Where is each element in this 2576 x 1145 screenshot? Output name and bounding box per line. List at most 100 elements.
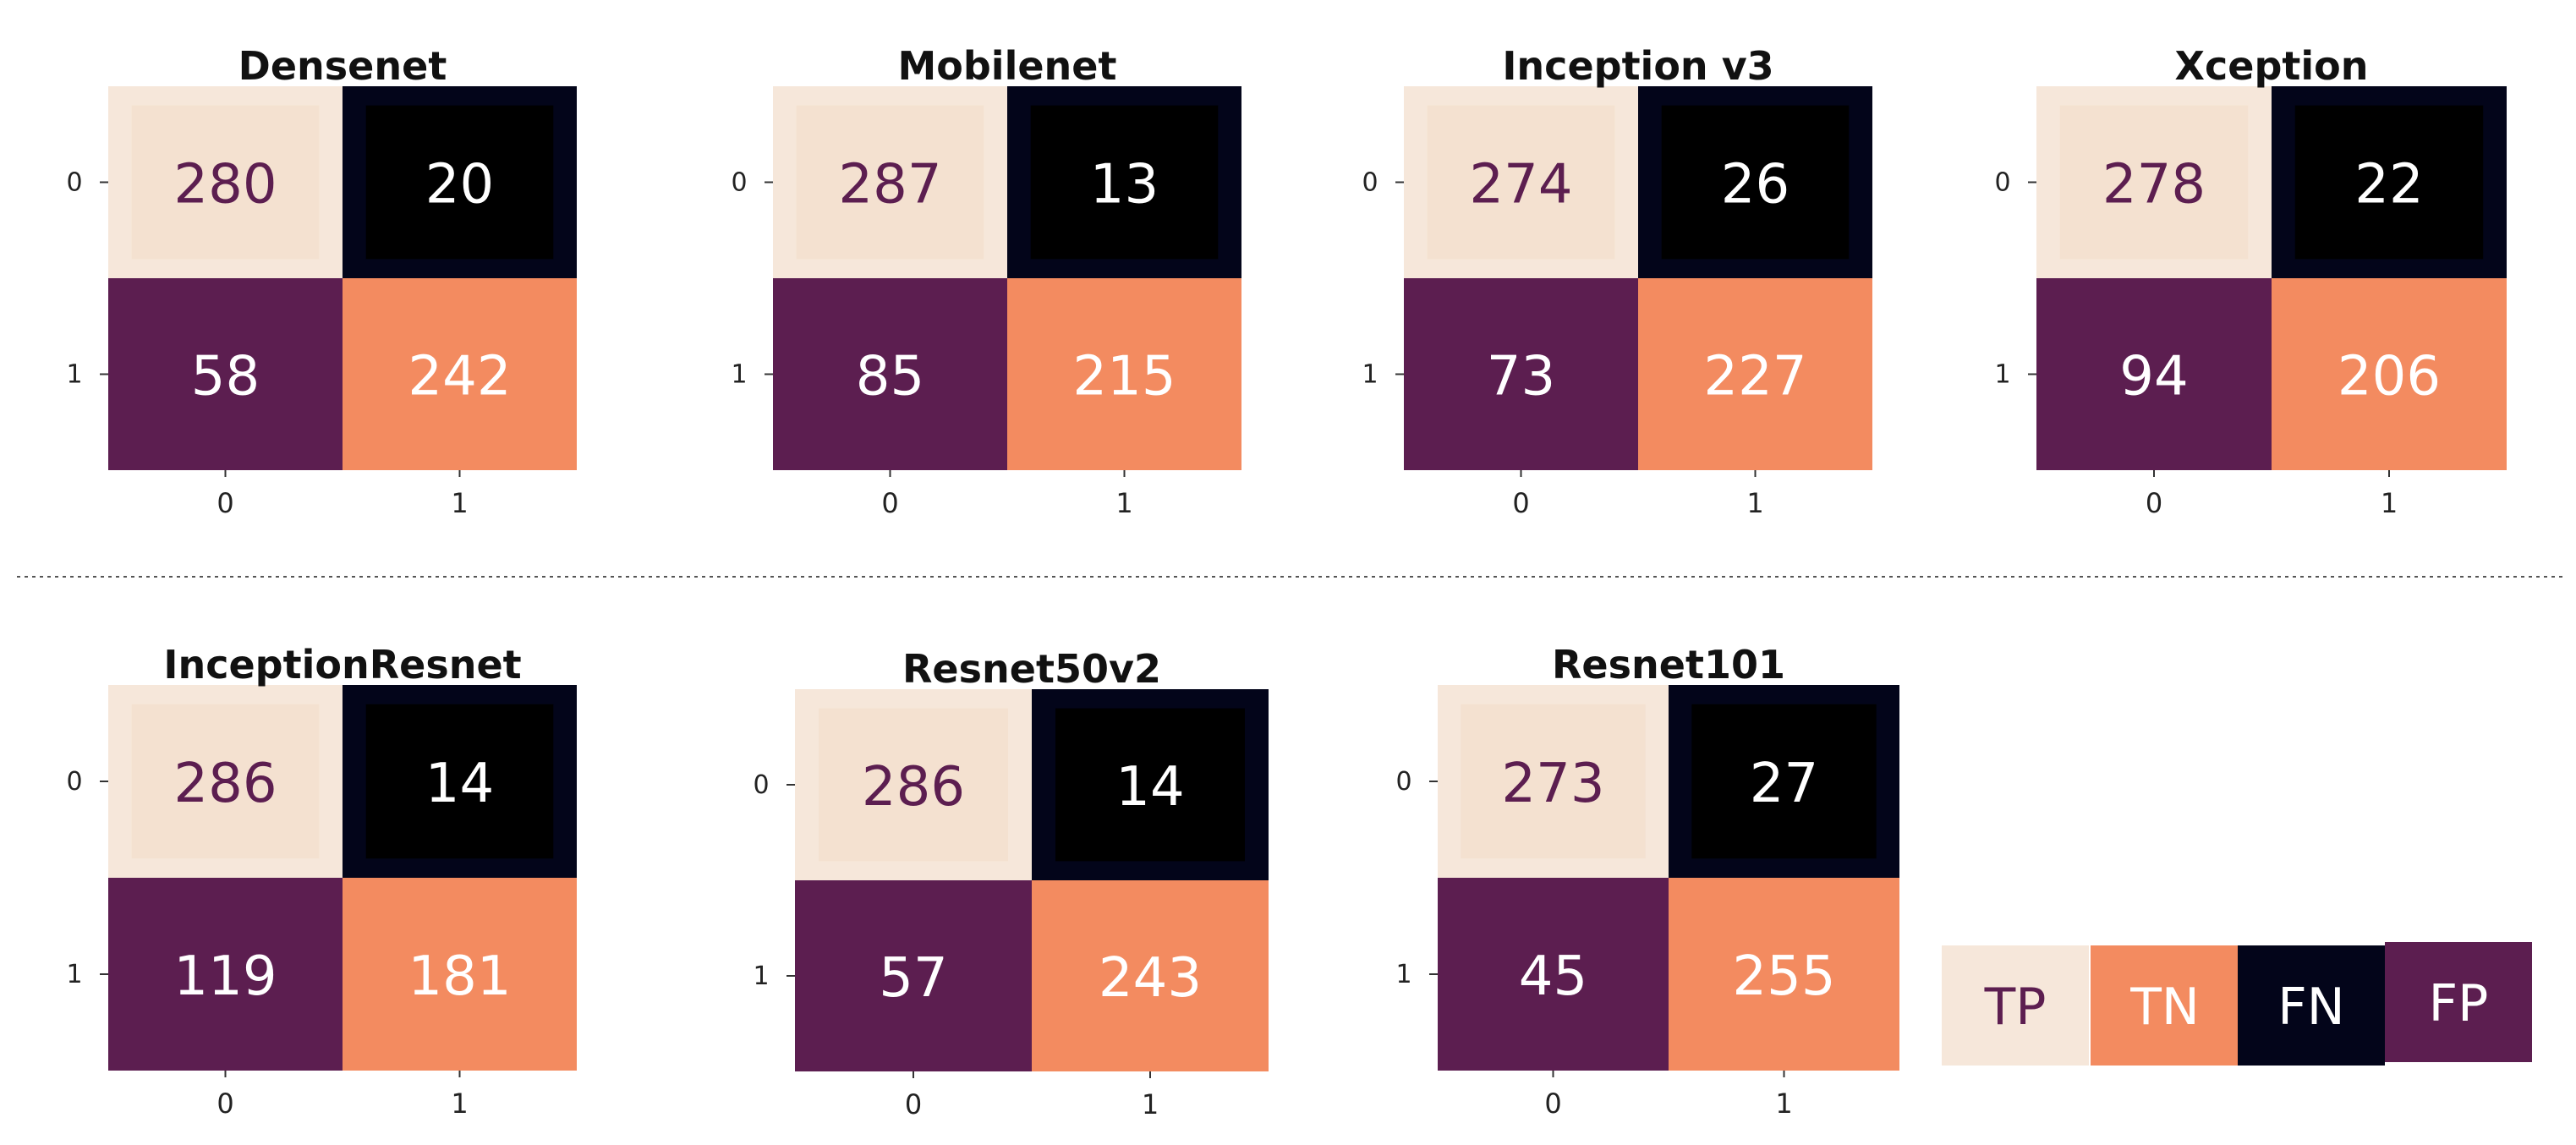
- value-label: 94: [2119, 346, 2188, 408]
- y-tick-label: 1: [66, 960, 82, 989]
- charts-layer: 280 20 58 242 Densenet 0 1 0 1 287 13 85 215 Mobilene…: [66, 43, 2507, 1120]
- x-tick-label: 1: [1142, 1088, 1159, 1120]
- value-label: 286: [862, 756, 965, 819]
- y-tick-label: 0: [66, 767, 82, 797]
- cell-fn-inner: [1055, 708, 1245, 862]
- cell-tn: [343, 278, 577, 470]
- cell-tp-inner: [819, 708, 1008, 862]
- chart-title: Resnet50v2: [902, 646, 1161, 692]
- cell-fn-inner: [1691, 704, 1877, 859]
- cell-tp-inner: [131, 105, 320, 260]
- x-tick-label: 0: [881, 487, 898, 519]
- value-label: 255: [1732, 945, 1835, 1008]
- legend-swatch-fp: [2385, 942, 2532, 1062]
- cell-fp: [773, 278, 1007, 470]
- cell-tn: [1638, 278, 1872, 470]
- value-label: 287: [838, 154, 941, 216]
- x-tick-label: 0: [216, 1087, 233, 1120]
- legend: TP TN FN FP: [1942, 942, 2532, 1066]
- legend-swatch-tn: [2091, 945, 2239, 1066]
- x-tick-label: 1: [1115, 487, 1132, 519]
- chart-title: Xception: [2175, 43, 2369, 89]
- cell-tp-inner: [1461, 704, 1646, 859]
- chart-title: Inception v3: [1502, 43, 1773, 89]
- cell-fn-inner: [365, 704, 554, 859]
- value-label: 22: [2354, 154, 2423, 216]
- value-label: 242: [408, 346, 511, 408]
- cell-fp: [1404, 278, 1638, 470]
- x-tick-label: 1: [1746, 487, 1763, 519]
- x-tick-label: 1: [451, 487, 468, 519]
- chart-title: Resnet101: [1552, 642, 1785, 688]
- y-tick-label: 0: [1994, 168, 2010, 198]
- value-label: 13: [1090, 154, 1159, 216]
- chart-title: Mobilenet: [898, 43, 1117, 89]
- value-label: 73: [1487, 346, 1555, 408]
- legend-label-fp: FP: [2429, 974, 2489, 1033]
- cell-tp-inner: [1427, 105, 1615, 260]
- confusion-matrix-6: 286 14 57 243 Resnet50v2 0 1 0 1: [753, 646, 1269, 1120]
- y-tick-label: 1: [731, 360, 747, 390]
- legend-label-fn: FN: [2277, 978, 2344, 1037]
- value-label: 278: [2102, 154, 2206, 216]
- value-label: 14: [1115, 756, 1184, 819]
- x-tick-label: 0: [2146, 487, 2162, 519]
- legend-swatch-fn: [2238, 945, 2385, 1066]
- y-tick-label: 1: [66, 360, 82, 390]
- chart-title: InceptionResnet: [163, 642, 521, 688]
- value-label: 181: [408, 945, 511, 1008]
- cell-tn: [1669, 878, 1899, 1071]
- value-label: 206: [2338, 346, 2441, 408]
- value-label: 286: [173, 753, 277, 815]
- value-label: 57: [879, 947, 947, 1010]
- y-tick-label: 0: [66, 168, 82, 198]
- confusion-matrix-3: 274 26 73 227 Inception v3 0 1 0 1: [1362, 43, 1872, 519]
- x-tick-label: 0: [1544, 1087, 1561, 1120]
- value-label: 119: [173, 945, 277, 1008]
- x-tick-label: 1: [2381, 487, 2398, 519]
- value-label: 27: [1750, 753, 1818, 815]
- cell-tn: [343, 878, 577, 1071]
- y-tick-label: 0: [1395, 767, 1411, 797]
- cell-tp-inner: [796, 105, 984, 260]
- cell-tn: [1032, 880, 1269, 1071]
- confusion-matrix-4: 278 22 94 206 Xception 0 1 0 1: [1994, 43, 2507, 519]
- y-tick-label: 0: [753, 770, 769, 800]
- value-label: 273: [1501, 753, 1604, 815]
- cell-fn-inner: [2294, 105, 2484, 260]
- y-tick-label: 1: [1362, 360, 1378, 390]
- legend-label-tp: TP: [1984, 978, 2047, 1037]
- legend-swatch-tp: [1942, 945, 2089, 1066]
- value-label: 58: [191, 346, 260, 408]
- legend-label-tn: TN: [2129, 978, 2200, 1037]
- value-label: 85: [856, 346, 924, 408]
- confusion-matrix-5: 286 14 119 181 InceptionResnet 0 1 0 1: [66, 642, 577, 1120]
- value-label: 45: [1519, 945, 1587, 1008]
- cell-fp: [795, 880, 1032, 1071]
- cell-fn-inner: [1030, 105, 1219, 260]
- y-tick-label: 0: [731, 168, 747, 198]
- value-label: 227: [1703, 346, 1806, 408]
- cell-tn: [1007, 278, 1241, 470]
- cell-fp: [2036, 278, 2272, 470]
- x-tick-label: 1: [451, 1087, 468, 1120]
- chart-title: Densenet: [238, 43, 447, 89]
- cell-tn: [2272, 278, 2507, 470]
- x-tick-label: 1: [1775, 1087, 1792, 1120]
- value-label: 14: [425, 753, 494, 815]
- cell-tp-inner: [131, 704, 320, 859]
- cell-tp-inner: [2059, 105, 2249, 260]
- confusion-matrix-1: 280 20 58 242 Densenet 0 1 0 1: [66, 43, 577, 519]
- cell-fp: [108, 278, 343, 470]
- y-tick-label: 1: [1395, 960, 1411, 989]
- y-tick-label: 1: [753, 961, 769, 991]
- value-label: 280: [173, 154, 277, 216]
- value-label: 215: [1072, 346, 1176, 408]
- cell-fp: [1438, 878, 1669, 1071]
- value-label: 20: [425, 154, 494, 216]
- cell-fn-inner: [365, 105, 554, 260]
- confusion-matrix-2: 287 13 85 215 Mobilenet 0 1 0 1: [731, 43, 1241, 519]
- x-tick-label: 0: [216, 487, 233, 519]
- value-label: 243: [1099, 947, 1202, 1010]
